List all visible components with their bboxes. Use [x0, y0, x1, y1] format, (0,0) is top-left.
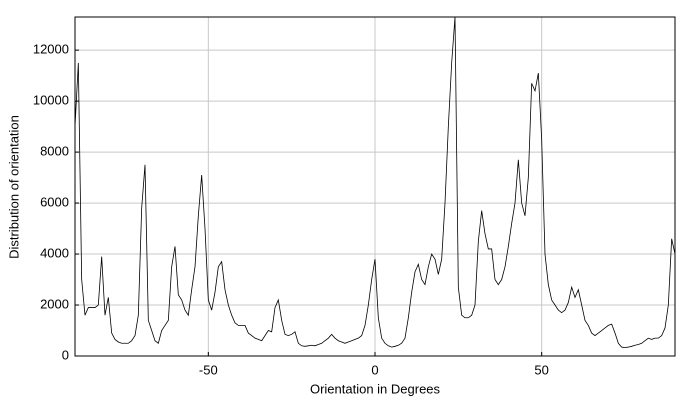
- x-tick-label: -50: [199, 362, 218, 377]
- x-tick-label: 50: [534, 362, 548, 377]
- x-tick-label: 0: [371, 362, 378, 377]
- y-tick-label: 6000: [40, 195, 69, 210]
- y-tick-label: 10000: [33, 93, 69, 108]
- data-line: [74, 16, 676, 348]
- y-axis-title: Distribution of orientation: [6, 115, 21, 259]
- x-axis-title: Orientation in Degrees: [310, 381, 441, 396]
- y-tick-label: 0: [62, 347, 69, 362]
- plot-frame: [74, 16, 676, 357]
- y-tick-label: 12000: [33, 42, 69, 57]
- y-tick-label: 4000: [40, 245, 69, 260]
- y-tick-label: 2000: [40, 296, 69, 311]
- y-tick-label: 8000: [40, 144, 69, 159]
